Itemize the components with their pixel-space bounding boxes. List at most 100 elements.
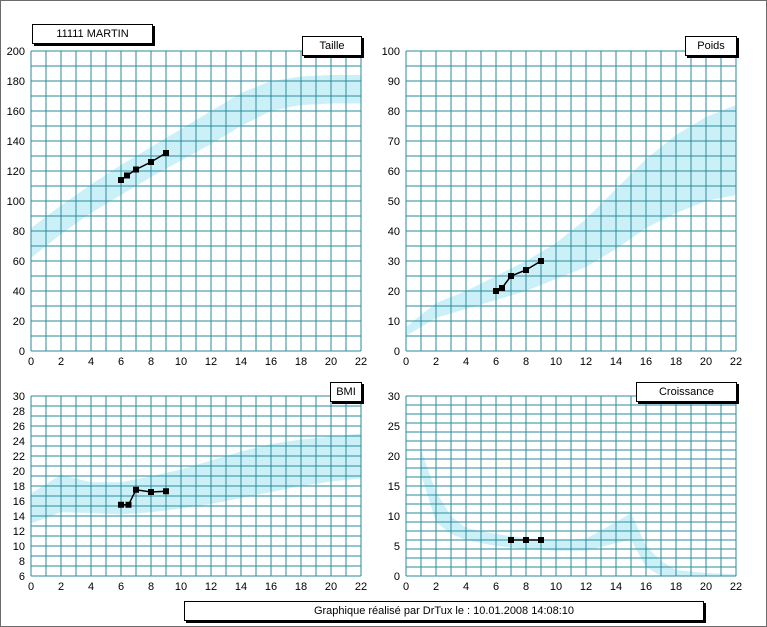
x-tick-label-bmi: 0 [28, 581, 34, 593]
data-point-taille [133, 166, 139, 173]
x-tick-label-taille: 8 [148, 356, 154, 368]
reference-band-poids [406, 105, 736, 336]
x-tick-label-croissance: 18 [670, 581, 682, 593]
y-tick-label-taille: 60 [13, 256, 25, 268]
y-tick-label-taille: 140 [7, 136, 25, 148]
y-tick-label-bmi: 30 [13, 391, 25, 403]
chart-taille: 0 2 4 6 8 10 12 14 16 18 20 22 0 20 40 60 80 100 120 140 160… [7, 46, 367, 368]
data-point-bmi [125, 501, 132, 508]
x-tick-label-poids: 2 [433, 356, 439, 368]
x-tick-label-taille: 6 [118, 356, 124, 368]
y-tick-label-taille: 80 [13, 226, 25, 238]
y-tick-label-bmi: 6 [19, 571, 25, 583]
reference-band-taille [31, 75, 361, 258]
footer-text: Graphique réalisé par DrTux le : 10.01.2… [313, 605, 575, 617]
reference-band-croissance [421, 450, 736, 576]
chart-croissance: 0 2 4 6 8 10 12 14 16 18 20 22 0 5 10 15 20 25 30 [388, 391, 742, 593]
x-tick-label-bmi: 18 [295, 581, 307, 593]
y-tick-label-poids: 0 [394, 346, 400, 358]
x-tick-label-bmi: 8 [148, 581, 154, 593]
data-point-bmi [118, 501, 124, 508]
y-tick-label-taille: 40 [13, 286, 25, 298]
y-tick-label-poids: 80 [388, 106, 400, 118]
x-tick-label-poids: 20 [700, 356, 712, 368]
y-tick-label-croissance: 30 [388, 391, 400, 403]
x-tick-label-bmi: 16 [265, 581, 277, 593]
data-point-croissance [538, 537, 544, 543]
y-tick-label-croissance: 0 [394, 571, 400, 583]
data-point-poids [493, 288, 499, 294]
y-tick-label-taille: 120 [7, 166, 25, 178]
x-tick-label-croissance: 6 [493, 581, 499, 593]
x-tick-label-bmi: 2 [58, 581, 64, 593]
y-tick-label-taille: 200 [7, 46, 25, 58]
footer-box: Graphique réalisé par DrTux le : 10.01.2… [184, 601, 704, 621]
x-tick-label-poids: 12 [580, 356, 592, 368]
x-tick-label-taille: 10 [175, 356, 187, 368]
x-tick-label-poids: 16 [640, 356, 652, 368]
chart-title-box-croissance: Croissance [636, 382, 737, 402]
data-point-taille [124, 172, 130, 179]
y-tick-label-bmi: 14 [13, 511, 25, 523]
y-tick-label-bmi: 22 [13, 451, 25, 463]
y-tick-label-bmi: 10 [13, 541, 25, 553]
y-tick-label-bmi: 26 [13, 421, 25, 433]
data-point-bmi [148, 489, 154, 495]
x-tick-label-croissance: 16 [640, 581, 652, 593]
x-tick-label-taille: 12 [205, 356, 217, 368]
y-tick-label-poids: 10 [388, 316, 400, 328]
x-tick-label-croissance: 0 [403, 581, 409, 593]
y-tick-label-bmi: 12 [13, 526, 25, 538]
y-tick-label-poids: 70 [388, 136, 400, 148]
data-point-taille [118, 177, 124, 183]
chart-title-bmi: BMI [336, 386, 356, 398]
y-tick-label-croissance: 15 [388, 481, 400, 493]
y-tick-label-taille: 0 [19, 346, 25, 358]
data-point-croissance [523, 537, 529, 543]
x-tick-label-bmi: 22 [355, 581, 367, 593]
x-tick-label-poids: 8 [523, 356, 529, 368]
x-tick-label-croissance: 10 [550, 581, 562, 593]
chart-title-croissance: Croissance [658, 386, 715, 398]
x-tick-label-taille: 22 [355, 356, 367, 368]
y-tick-label-taille: 20 [13, 316, 25, 328]
chart-title-box-poids: Poids [685, 36, 737, 56]
y-tick-label-taille: 160 [7, 106, 25, 118]
y-tick-label-bmi: 24 [13, 436, 25, 448]
y-tick-label-poids: 40 [388, 226, 400, 238]
data-point-poids [523, 267, 529, 273]
y-tick-label-poids: 50 [388, 196, 400, 208]
chart-title-box-bmi: BMI [330, 382, 362, 402]
patient-name-text: 11111 MARTIN [56, 28, 129, 40]
x-tick-label-taille: 14 [235, 356, 247, 368]
patient-label: 11111 MARTIN [32, 24, 153, 44]
x-tick-label-poids: 10 [550, 356, 562, 368]
x-tick-label-croissance: 14 [610, 581, 622, 593]
x-tick-label-poids: 6 [493, 356, 499, 368]
y-tick-label-taille: 180 [7, 76, 25, 88]
x-tick-label-croissance: 2 [433, 581, 439, 593]
x-tick-label-croissance: 20 [700, 581, 712, 593]
x-tick-label-poids: 14 [610, 356, 622, 368]
y-tick-label-croissance: 20 [388, 451, 400, 463]
x-tick-label-taille: 2 [58, 356, 64, 368]
data-point-poids [499, 285, 505, 291]
y-tick-label-bmi: 8 [19, 556, 25, 568]
y-tick-label-croissance: 10 [388, 511, 400, 523]
x-tick-label-poids: 4 [463, 356, 469, 368]
x-tick-label-bmi: 12 [205, 581, 217, 593]
x-tick-label-bmi: 10 [175, 581, 187, 593]
x-tick-label-poids: 0 [403, 356, 409, 368]
x-tick-label-bmi: 6 [118, 581, 124, 593]
x-tick-label-croissance: 4 [463, 581, 469, 593]
x-tick-label-taille: 18 [295, 356, 307, 368]
chart-title-box-taille: Taille [302, 36, 362, 56]
chart-bmi: 0 2 4 6 8 10 12 14 16 18 20 22681012141618202224262… [13, 391, 367, 593]
data-point-poids [508, 273, 514, 279]
y-tick-label-poids: 30 [388, 256, 400, 268]
x-tick-label-poids: 18 [670, 356, 682, 368]
x-tick-label-poids: 22 [730, 356, 742, 368]
x-tick-label-croissance: 22 [730, 581, 742, 593]
x-tick-label-bmi: 14 [235, 581, 247, 593]
